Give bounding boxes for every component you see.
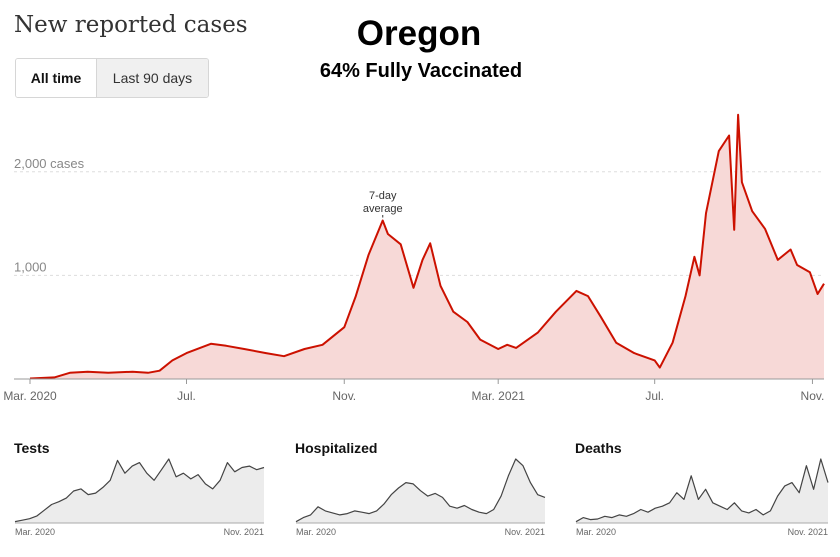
annotation-7day-line1: 7-day — [369, 190, 397, 202]
last-90-days-button[interactable]: Last 90 days — [96, 59, 208, 97]
vaccination-rate: 64% Fully Vaccinated — [319, 60, 523, 82]
deaths-title: Deaths — [575, 440, 622, 456]
x-tick-label: Nov. — [801, 389, 825, 403]
mini-x-label-start: Mar. 2020 — [576, 527, 616, 537]
cases-chart: 1,000 2,000 cases Mar. 2020 Jul. Nov. Mar. 20… — [3, 113, 825, 403]
mini-line — [14, 458, 265, 523]
hospitalized-chart: Mar. 2020 Nov. 2021 — [295, 458, 546, 537]
x-tick-label: Jul. — [177, 389, 196, 403]
x-tick-label: Mar. 2021 — [472, 389, 526, 403]
y-tick-label: 2,000 cases — [14, 156, 85, 171]
tests-title: Tests — [14, 440, 50, 456]
all-time-button[interactable]: All time — [16, 59, 96, 97]
cases-area — [30, 114, 824, 380]
deaths-chart: Mar. 2020 Nov. 2021 — [575, 458, 829, 537]
mini-area — [15, 459, 264, 523]
cases-line — [29, 113, 825, 380]
mini-x-label-end: Nov. 2021 — [224, 527, 264, 537]
tests-chart: Mar. 2020 Nov. 2021 — [14, 458, 265, 537]
x-tick-label: Nov. — [332, 389, 356, 403]
annotation-7day-line2: average — [363, 203, 403, 215]
x-tick-label: Jul. — [645, 389, 664, 403]
x-tick-label: Mar. 2020 — [3, 389, 57, 403]
mini-x-label-end: Nov. 2021 — [788, 527, 828, 537]
state-title: Oregon — [356, 14, 482, 53]
time-range-toggle: All time Last 90 days — [15, 58, 209, 98]
mini-x-label-start: Mar. 2020 — [296, 527, 336, 537]
mini-x-label-end: Nov. 2021 — [505, 527, 545, 537]
y-tick-label: 1,000 — [14, 259, 47, 274]
page-title: New reported cases — [14, 12, 248, 38]
mini-area — [576, 459, 828, 523]
hospitalized-title: Hospitalized — [295, 440, 378, 456]
mini-line — [295, 458, 546, 523]
mini-line — [575, 458, 829, 523]
mini-x-label-start: Mar. 2020 — [15, 527, 55, 537]
